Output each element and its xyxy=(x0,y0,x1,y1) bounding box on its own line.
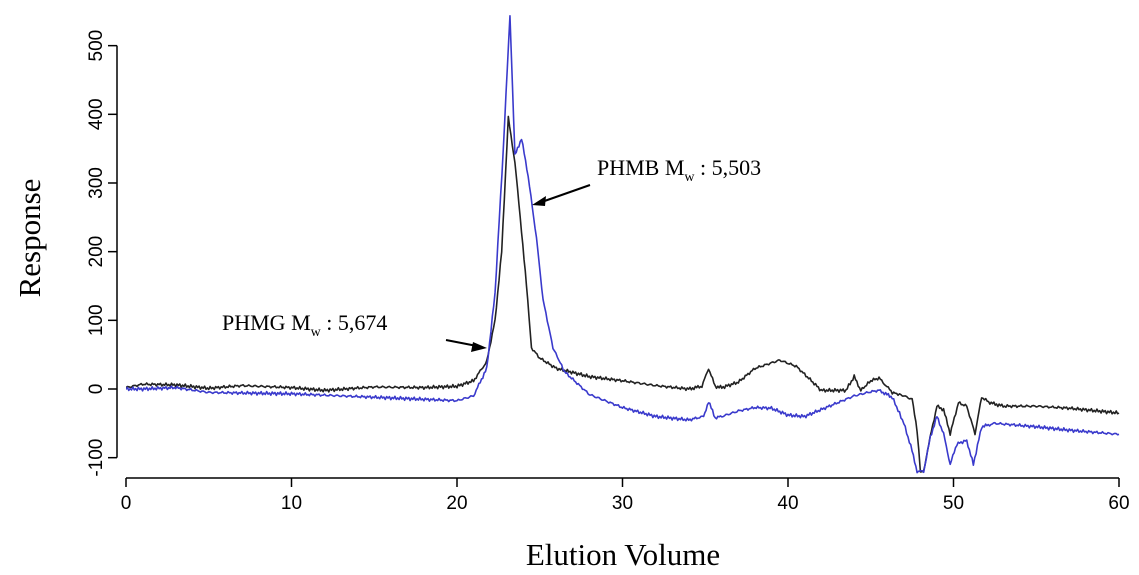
x-tick-label: 0 xyxy=(121,493,132,514)
x-axis-title: Elution Volume xyxy=(526,537,720,572)
y-tick-label: 500 xyxy=(86,30,107,62)
annotation-phmb: PHMB Mw : 5,503 xyxy=(597,155,761,185)
x-tick-label: 20 xyxy=(446,493,467,514)
x-tick-label: 40 xyxy=(777,493,798,514)
y-tick-label: 0 xyxy=(86,384,107,395)
y-tick-label: -100 xyxy=(86,439,107,477)
x-axis-ticks: 0 10 20 30 40 50 60 xyxy=(121,478,1130,514)
x-tick-label: 60 xyxy=(1108,493,1129,514)
annotation-phmg: PHMG Mw : 5,674 xyxy=(222,310,387,340)
x-tick-label: 10 xyxy=(281,493,302,514)
series-layer xyxy=(126,14,1120,474)
y-tick-label: 300 xyxy=(86,167,107,199)
annotation-phmg-arrowhead xyxy=(471,342,487,352)
y-tick-label: 400 xyxy=(86,98,107,130)
y-axis-ticks: -100 0 100 200 300 400 500 xyxy=(86,30,117,477)
y-axis-title: Response xyxy=(12,179,47,298)
annotations: PHMB Mw : 5,503 PHMG Mw : 5,674 xyxy=(222,155,761,352)
x-tick-label: 50 xyxy=(943,493,964,514)
y-tick-label: 200 xyxy=(86,236,107,268)
annotation-phmb-arrowhead xyxy=(532,196,546,206)
series-line-blue xyxy=(126,14,1120,474)
y-tick-label: 100 xyxy=(86,304,107,336)
series-line-black xyxy=(126,115,1120,473)
x-tick-label: 30 xyxy=(612,493,633,514)
